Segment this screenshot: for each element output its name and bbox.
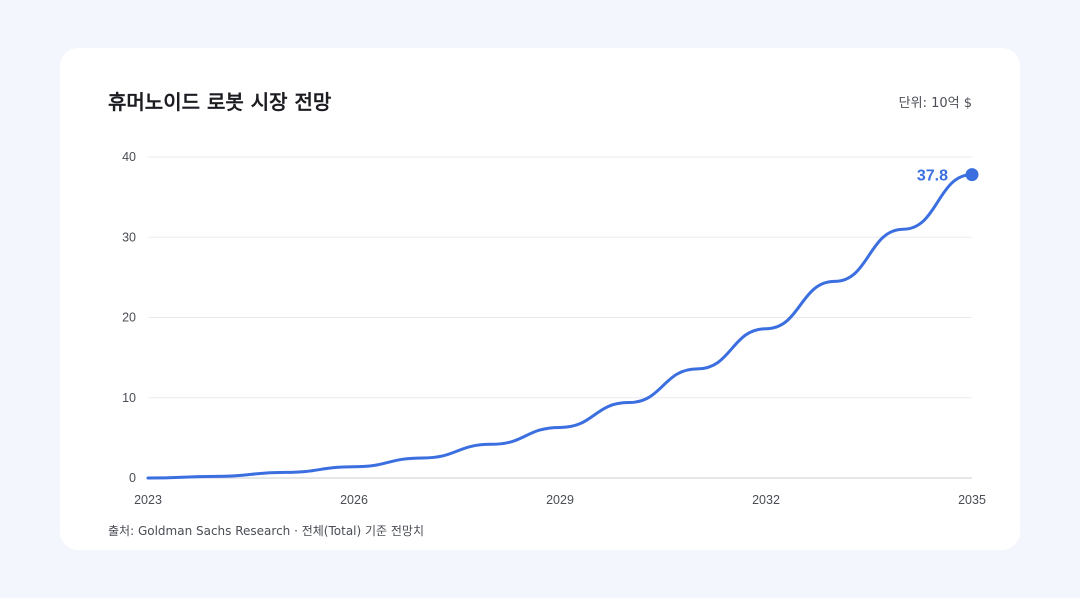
chart-card: 휴머노이드 로봇 시장 전망 단위: 10억 $ 출처: Goldman Sac… [60,48,1020,550]
x-tick-label: 2032 [752,493,780,507]
y-tick-label: 20 [122,311,136,325]
x-tick-label: 2029 [546,493,574,507]
y-tick-label: 40 [122,150,136,164]
chart-title: 휴머노이드 로봇 시장 전망 [108,90,332,114]
source-note: 출처: Goldman Sachs Research · 전체(Total) 기… [108,524,425,538]
end-point-marker [965,168,979,182]
y-tick-label: 10 [122,391,136,405]
y-tick-label: 30 [122,230,136,244]
y-tick-label: 0 [129,471,136,485]
unit-label: 단위: 10억 $ [898,96,972,111]
x-tick-label: 2023 [134,493,162,507]
x-tick-label: 2026 [340,493,368,507]
x-tick-label: 2035 [958,493,986,507]
end-value-label: 37.8 [917,168,948,185]
series-line [146,173,974,480]
